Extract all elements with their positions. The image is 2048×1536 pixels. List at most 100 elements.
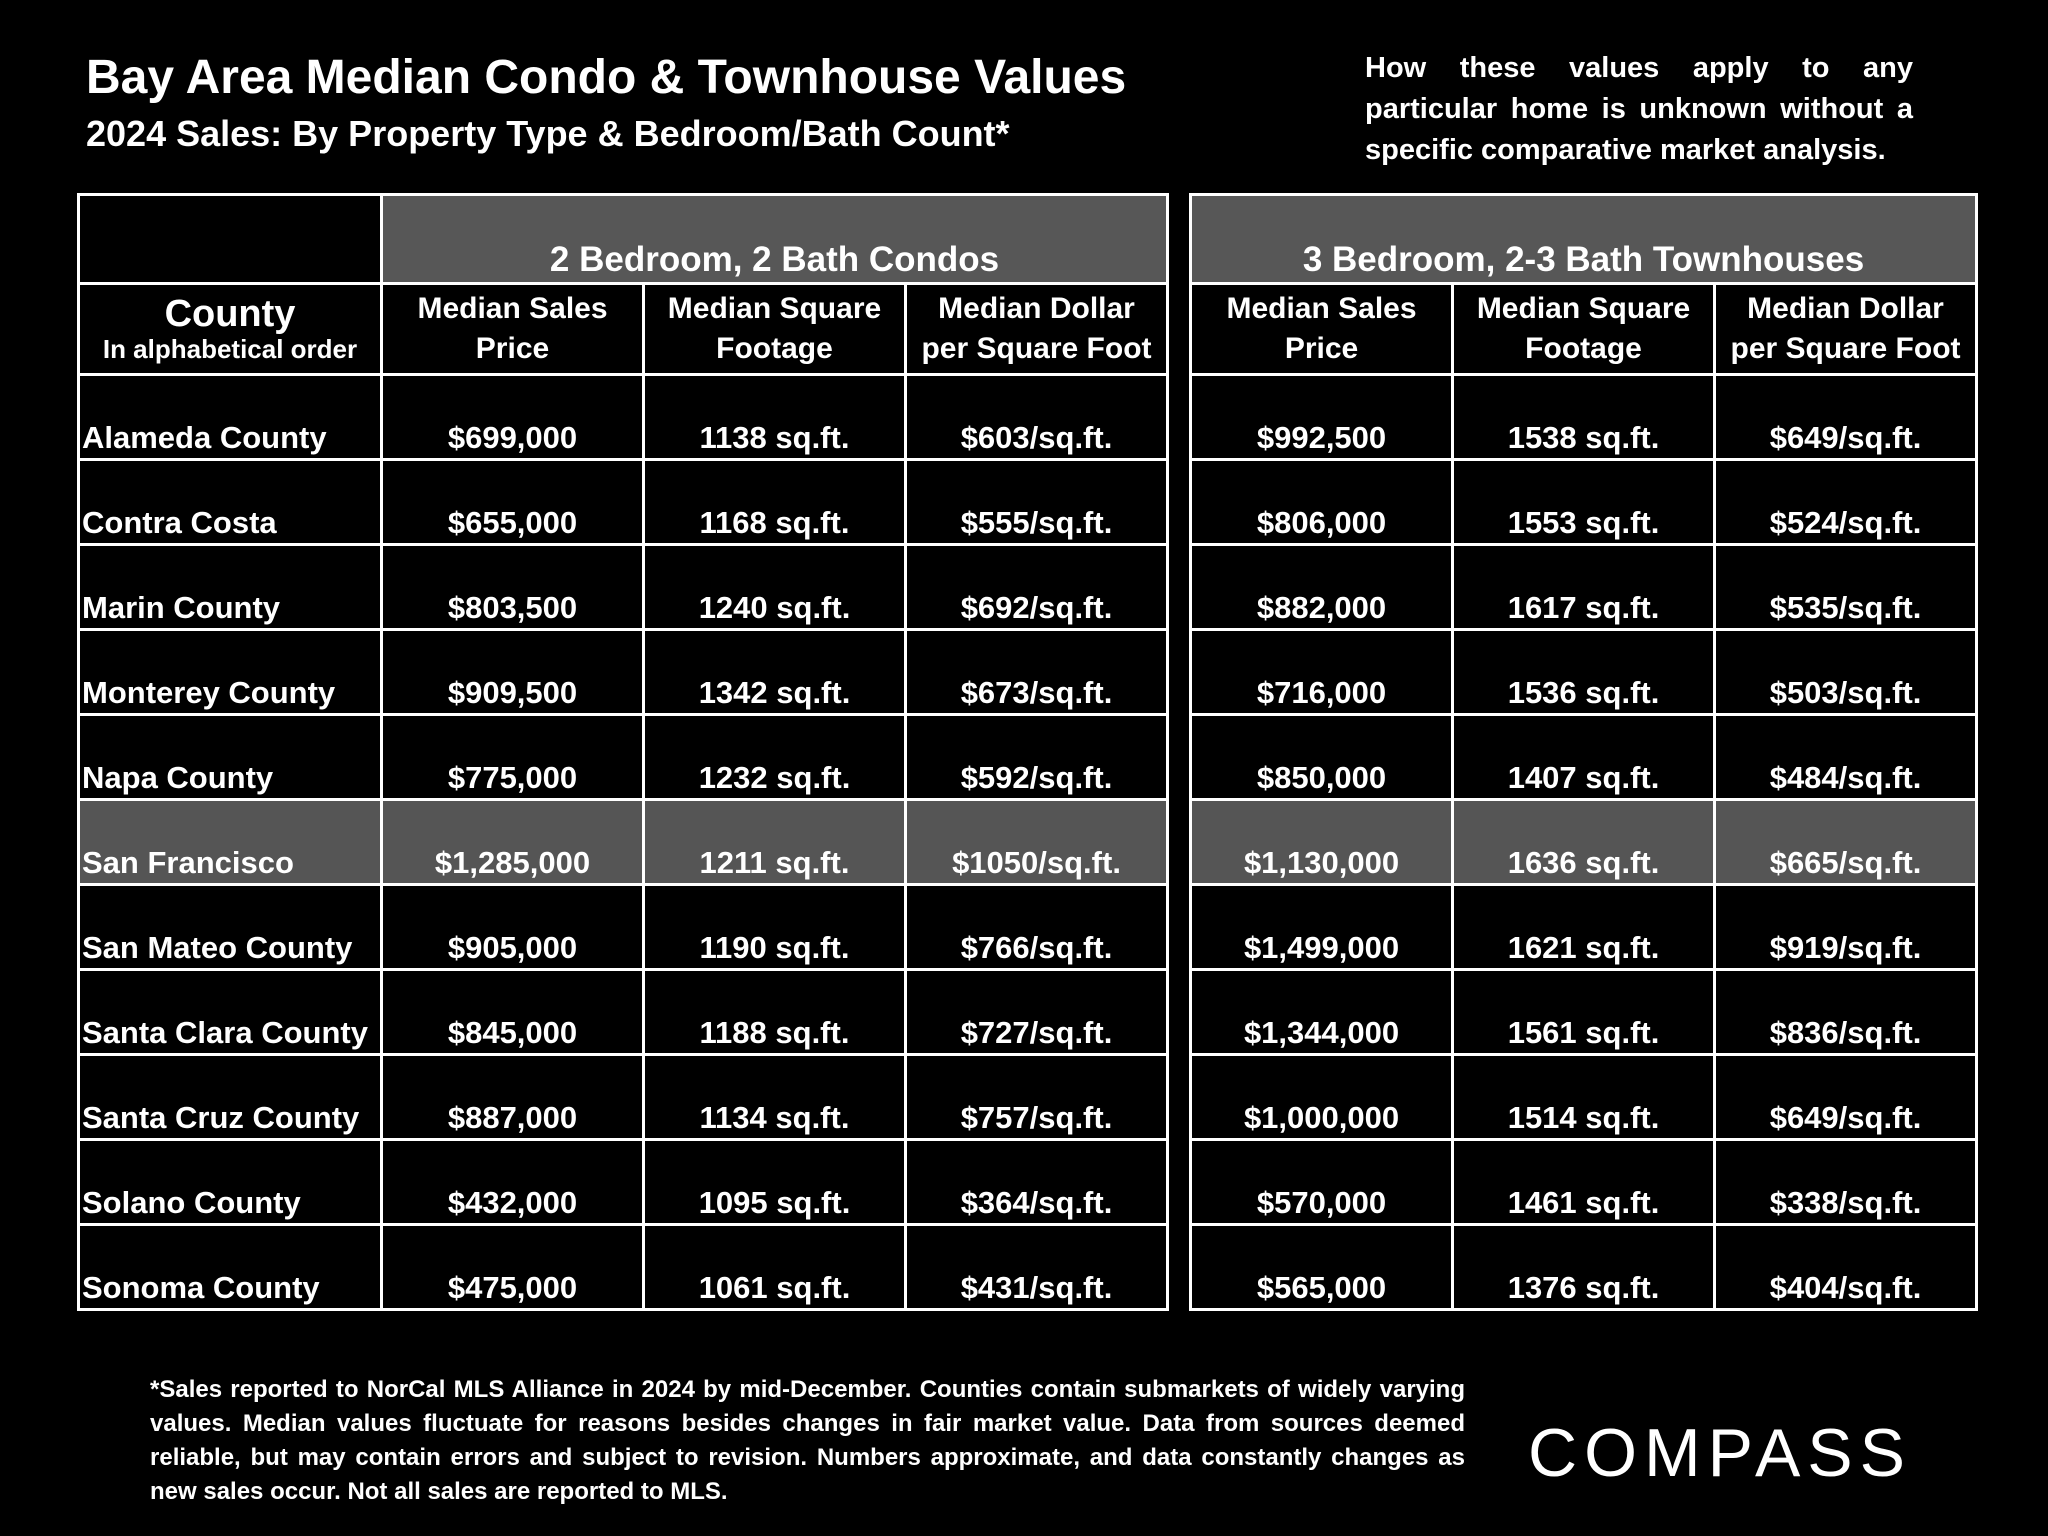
column-header-line2: Footage — [716, 332, 833, 365]
county-cell: Alameda County — [77, 373, 383, 461]
column-header-line2: Price — [475, 332, 550, 365]
county-cell: Santa Cruz County — [77, 1053, 383, 1141]
column-header: Median Dollar per Square Foot — [903, 282, 1170, 376]
county-cell: San Francisco — [77, 798, 383, 886]
value-cell: $845,000 — [380, 968, 645, 1056]
table-row: Contra Costa $655,000 1168 sq.ft. $555/sq.f… — [77, 458, 1979, 546]
table-row: San Mateo County $905,000 1190 sq.ft. $766/… — [77, 883, 1979, 971]
value-cell: $649/sq.ft. — [1713, 373, 1979, 461]
county-cell: Solano County — [77, 1138, 383, 1226]
value-cell: $887,000 — [380, 1053, 645, 1141]
group-divider — [1166, 1224, 1193, 1310]
group-divider — [1166, 1054, 1193, 1140]
value-cell: $673/sq.ft. — [903, 628, 1170, 716]
column-header: Median Sales Price — [380, 282, 645, 376]
value-cell: 1061 sq.ft. — [642, 1223, 907, 1311]
group-divider — [1166, 544, 1193, 630]
value-cell: $775,000 — [380, 713, 645, 801]
disclaimer-text: How these values apply to any particular… — [1365, 52, 1913, 166]
corner-cell — [77, 193, 383, 285]
value-cell: $909,500 — [380, 628, 645, 716]
value-cell: $592/sq.ft. — [903, 713, 1170, 801]
value-cell: $699,000 — [380, 373, 645, 461]
value-cell: $757/sq.ft. — [903, 1053, 1170, 1141]
value-cell: 1461 sq.ft. — [1451, 1138, 1717, 1226]
table-row: Sonoma County $475,000 1061 sq.ft. $431/sq.… — [77, 1223, 1979, 1311]
county-cell: San Mateo County — [77, 883, 383, 971]
county-cell: Santa Clara County — [77, 968, 383, 1056]
value-cell: $535/sq.ft. — [1713, 543, 1979, 631]
value-cell: $503/sq.ft. — [1713, 628, 1979, 716]
value-cell: $1,130,000 — [1189, 798, 1455, 886]
value-cell: 1536 sq.ft. — [1451, 628, 1717, 716]
value-cell: $404/sq.ft. — [1713, 1223, 1979, 1311]
column-header-line2: Price — [1284, 332, 1359, 365]
column-header-line2: per Square Foot — [921, 332, 1152, 365]
value-cell: $850,000 — [1189, 713, 1455, 801]
value-cell: 1190 sq.ft. — [642, 883, 907, 971]
county-cell: Contra Costa — [77, 458, 383, 546]
page-subtitle: 2024 Sales: By Property Type & Bedroom/B… — [86, 113, 1010, 154]
group-divider — [1166, 629, 1193, 715]
compass-logo: COMPASS — [1528, 1415, 1913, 1491]
value-cell: 1514 sq.ft. — [1451, 1053, 1717, 1141]
value-cell: 1134 sq.ft. — [642, 1053, 907, 1141]
group-header-condos: 2 Bedroom, 2 Bath Condos — [379, 193, 1170, 285]
value-cell: $655,000 — [380, 458, 645, 546]
table-body: Alameda County $699,000 1138 sq.ft. $603/sq… — [77, 373, 1979, 1311]
value-cell: 1617 sq.ft. — [1451, 543, 1717, 631]
county-cell: Napa County — [77, 713, 383, 801]
value-cell: $364/sq.ft. — [903, 1138, 1170, 1226]
county-cell: Marin County — [77, 543, 383, 631]
county-cell: Sonoma County — [77, 1223, 383, 1311]
value-cell: 1138 sq.ft. — [642, 373, 907, 461]
value-cell: $803,500 — [380, 543, 645, 631]
value-cell: 1561 sq.ft. — [1451, 968, 1717, 1056]
group-header-townhouses: 3 Bedroom, 2-3 Bath Townhouses — [1189, 193, 1979, 285]
column-header: Median Dollar per Square Foot — [1713, 282, 1979, 376]
table-row: Solano County $432,000 1095 sq.ft. $364/sq.… — [77, 1138, 1979, 1226]
value-cell: $766/sq.ft. — [903, 883, 1170, 971]
value-cell: $919/sq.ft. — [1713, 883, 1979, 971]
value-cell: $905,000 — [380, 883, 645, 971]
column-header-row: County In alphabetical order Median Sale… — [77, 282, 1979, 376]
value-cell: 1168 sq.ft. — [642, 458, 907, 546]
value-cell: 1188 sq.ft. — [642, 968, 907, 1056]
value-cell: $649/sq.ft. — [1713, 1053, 1979, 1141]
value-cell: $565,000 — [1189, 1223, 1455, 1311]
value-cell: 1232 sq.ft. — [642, 713, 907, 801]
value-cell: $1,285,000 — [380, 798, 645, 886]
county-header-sublabel: In alphabetical order — [102, 334, 358, 364]
value-cell: $806,000 — [1189, 458, 1455, 546]
column-header-line1: Median Square — [667, 292, 882, 325]
table-row: Alameda County $699,000 1138 sq.ft. $603/sq… — [77, 373, 1979, 461]
group-divider — [1166, 459, 1193, 545]
value-cell: 1376 sq.ft. — [1451, 1223, 1717, 1311]
value-cell: $1,344,000 — [1189, 968, 1455, 1056]
table-row: Napa County $775,000 1232 sq.ft. $592/sq.ft… — [77, 713, 1979, 801]
value-cell: $836/sq.ft. — [1713, 968, 1979, 1056]
column-header-line1: Median Dollar — [938, 292, 1135, 325]
value-cell: $555/sq.ft. — [903, 458, 1170, 546]
value-cell: $484/sq.ft. — [1713, 713, 1979, 801]
value-cell: 1621 sq.ft. — [1451, 883, 1717, 971]
footnote: *Sales reported to NorCal MLS Alliance i… — [150, 1376, 1465, 1505]
value-cell: 1095 sq.ft. — [642, 1138, 907, 1226]
value-cell: $727/sq.ft. — [903, 968, 1170, 1056]
group-divider — [1166, 283, 1193, 375]
value-cell: $570,000 — [1189, 1138, 1455, 1226]
column-header-line2: per Square Foot — [1730, 332, 1961, 365]
value-cell: 1538 sq.ft. — [1451, 373, 1717, 461]
value-cell: $524/sq.ft. — [1713, 458, 1979, 546]
value-cell: $716,000 — [1189, 628, 1455, 716]
group-divider — [1166, 799, 1193, 885]
value-cell: 1342 sq.ft. — [642, 628, 907, 716]
value-cell: $1,000,000 — [1189, 1053, 1455, 1141]
column-header-line2: Footage — [1525, 332, 1642, 365]
group-divider — [1166, 194, 1193, 284]
group-divider — [1166, 969, 1193, 1055]
county-cell: Monterey County — [77, 628, 383, 716]
table-row: Monterey County $909,500 1342 sq.ft. $673/s… — [77, 628, 1979, 716]
group-divider — [1166, 884, 1193, 970]
table-row: Marin County $803,500 1240 sq.ft. $692/sq.f… — [77, 543, 1979, 631]
